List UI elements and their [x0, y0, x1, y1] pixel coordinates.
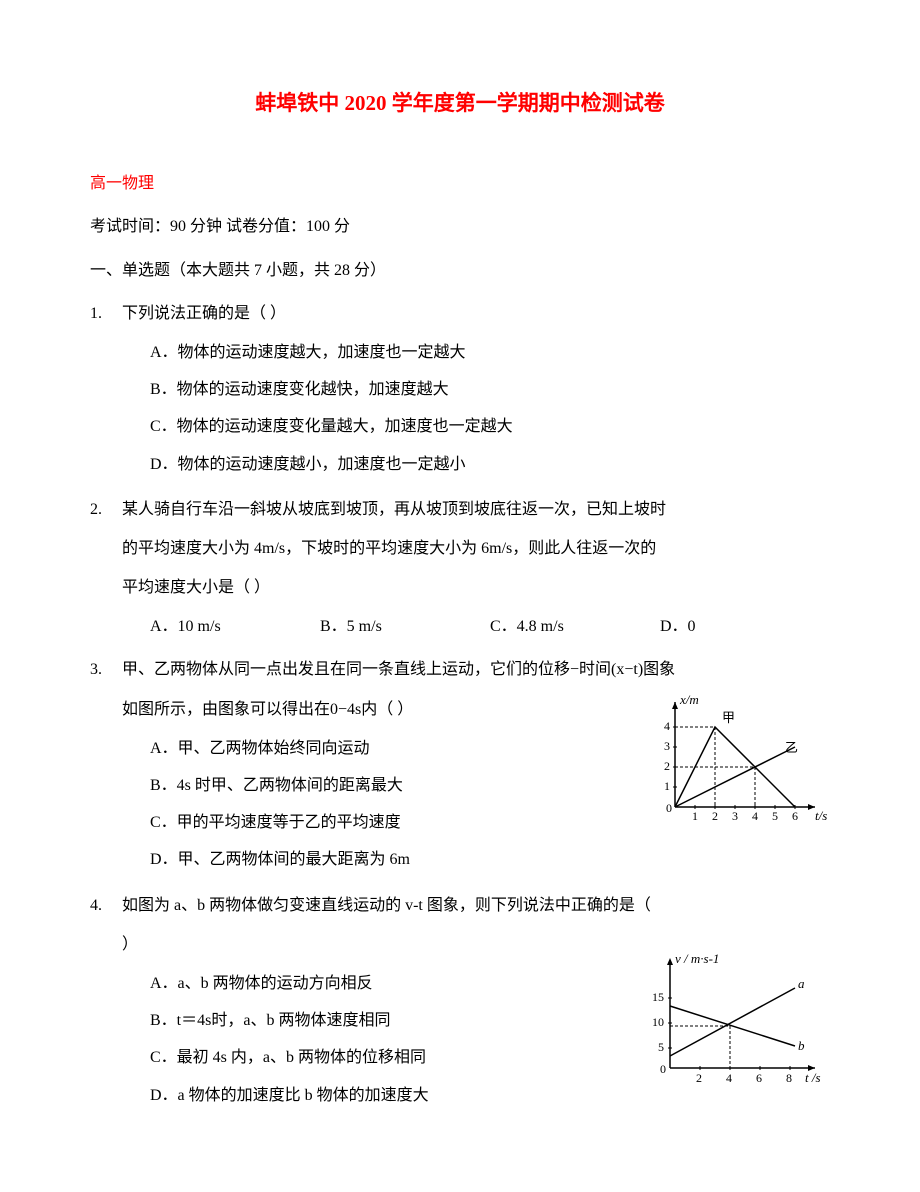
svg-text:4: 4: [726, 1071, 732, 1085]
svg-text:6: 6: [792, 809, 798, 823]
chart-label-b: b: [798, 1038, 805, 1053]
question-text-line: 甲、乙两物体从同一点出发且在同一条直线上运动，它们的位移−时间(x−t)图象: [122, 652, 830, 687]
option-a: A．10 m/s: [150, 609, 320, 644]
svg-text:5: 5: [772, 809, 778, 823]
question-text-line: 的平均速度大小为 4m/s，下坡时的平均速度大小为 6m/s，则此人往返一次的: [122, 531, 830, 566]
svg-text:2: 2: [664, 759, 670, 773]
chart-label-a: a: [798, 976, 805, 991]
svg-text:10: 10: [652, 1015, 664, 1029]
question-2: 2. 某人骑自行车沿一斜坡从坡底到坡顶，再从坡顶到坡底往返一次，已知上坡时 的平…: [90, 492, 830, 645]
svg-text:v / m·s-1: v / m·s-1: [675, 951, 719, 966]
svg-text:t/s: t/s: [815, 808, 827, 823]
svg-text:x/m: x/m: [679, 692, 699, 707]
svg-text:6: 6: [756, 1071, 762, 1085]
option-a: A．物体的运动速度越大，加速度也一定越大: [122, 335, 830, 370]
svg-text:0: 0: [666, 801, 672, 815]
option-d: D．物体的运动速度越小，加速度也一定越小: [122, 447, 830, 482]
question-3: 3. 甲、乙两物体从同一点出发且在同一条直线上运动，它们的位移−时间(x−t)图…: [90, 652, 830, 879]
svg-text:15: 15: [652, 990, 664, 1004]
svg-text:3: 3: [664, 739, 670, 753]
question-number: 2.: [90, 492, 118, 527]
question-text-line: 如图为 a、b 两物体做匀变速直线运动的 v-t 图象，则下列说法中正确的是（: [122, 888, 830, 923]
chart-label-jia: 甲: [722, 710, 735, 725]
option-a: A．a、b 两物体的运动方向相反: [122, 966, 603, 1001]
option-d: D．甲、乙两物体间的最大距离为 6m: [122, 842, 603, 877]
option-b: B．5 m/s: [320, 609, 490, 644]
option-b: B．物体的运动速度变化越快，加速度越大: [122, 372, 830, 407]
subject-label: 高一物理: [90, 166, 830, 201]
section-header: 一、单选题（本大题共 7 小题，共 28 分）: [90, 253, 830, 288]
exam-title: 蚌埠铁中 2020 学年度第一学期期中检测试卷: [90, 80, 830, 126]
question-text-line: 某人骑自行车沿一斜坡从坡底到坡顶，再从坡顶到坡底往返一次，已知上坡时: [122, 492, 830, 527]
svg-text:1: 1: [692, 809, 698, 823]
svg-text:4: 4: [664, 719, 670, 733]
question-number: 3.: [90, 652, 118, 687]
svg-text:8: 8: [786, 1071, 792, 1085]
option-a: A．甲、乙两物体始终同向运动: [122, 731, 603, 766]
chart-q3: x/m t/s 0 1 2 3 4 5 6 1 2 3 4: [650, 692, 830, 832]
svg-text:4: 4: [752, 809, 758, 823]
question-text: 下列说法正确的是（ ）: [122, 296, 830, 331]
question-number: 1.: [90, 296, 118, 331]
option-b: B．4s 时甲、乙两物体间的距离最大: [122, 768, 603, 803]
svg-text:5: 5: [658, 1040, 664, 1054]
svg-text:2: 2: [696, 1071, 702, 1085]
question-text-line: 平均速度大小是（ ）: [122, 570, 830, 605]
option-c: C．4.8 m/s: [490, 609, 660, 644]
chart-label-yi: 乙: [785, 740, 798, 755]
svg-text:1: 1: [664, 779, 670, 793]
svg-text:3: 3: [732, 809, 738, 823]
svg-text:t /s: t /s: [805, 1070, 821, 1085]
exam-info: 考试时间：90 分钟 试卷分值：100 分: [90, 209, 830, 244]
svg-text:0: 0: [660, 1062, 666, 1076]
option-c: C．最初 4s 内，a、b 两物体的位移相同: [122, 1040, 603, 1075]
option-b: B．t＝4s时，a、b 两物体速度相同: [122, 1003, 603, 1038]
chart-q4: v / m·s-1 t /s 0 2 4 6 8 5 10 15 a b: [640, 948, 830, 1088]
svg-text:2: 2: [712, 809, 718, 823]
question-number: 4.: [90, 888, 118, 923]
question-4: 4. 如图为 a、b 两物体做匀变速直线运动的 v-t 图象，则下列说法中正确的…: [90, 888, 830, 1115]
option-d: D．0: [660, 609, 830, 644]
option-d: D．a 物体的加速度比 b 物体的加速度大: [122, 1078, 603, 1113]
option-c: C．甲的平均速度等于乙的平均速度: [122, 805, 603, 840]
question-1: 1. 下列说法正确的是（ ） A．物体的运动速度越大，加速度也一定越大 B．物体…: [90, 296, 830, 484]
option-c: C．物体的运动速度变化量越大，加速度也一定越大: [122, 409, 830, 444]
